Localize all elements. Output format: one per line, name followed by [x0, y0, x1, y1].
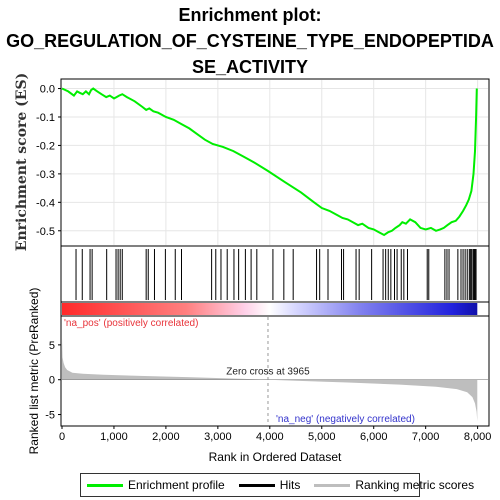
x-tick-label-2: 2,000 [152, 431, 180, 443]
hit-marks [75, 249, 477, 300]
x-tick-label-4: 4,000 [256, 431, 284, 443]
title-line-1: Enrichment plot: [178, 5, 322, 25]
es-ytick-label-5: -0.5 [36, 226, 55, 238]
enrichment-curve-group [61, 87, 478, 237]
es-ytick-label-2: -0.2 [36, 140, 55, 152]
es-ytick-label-1: -0.1 [36, 112, 55, 124]
negative-correlation-label: 'na_neg' (negatively correlated) [276, 414, 415, 425]
legend-swatch-hits [238, 483, 275, 487]
x-axis-title: Rank in Ordered Dataset [209, 450, 342, 464]
x-tick-label-8: 8,000 [464, 431, 492, 443]
rank-y-ticks: 5 0 -5 [45, 340, 61, 422]
legend-swatch-ranking [314, 483, 351, 487]
es-ytick-label-3: -0.3 [36, 169, 55, 181]
legend-item-ranking: Ranking metric scores [314, 478, 474, 492]
hits-panel-frame [60, 245, 490, 303]
legend-item-enrichment: Enrichment profile [87, 478, 225, 492]
title-line-3: SE_ACTIVITY [191, 57, 309, 77]
es-ytick-label-4: -0.4 [36, 197, 55, 209]
es-axis-title: Enrichment score (ES) [14, 73, 30, 251]
x-tick-label-6: 6,000 [360, 431, 388, 443]
zero-cross-label: Zero cross at 3965 [226, 367, 310, 378]
legend-label-ranking: Ranking metric scores [355, 478, 475, 492]
legend-item-hits: Hits [238, 478, 301, 492]
rank-ytick-label-2: -5 [45, 410, 55, 422]
rank-panel-frame [60, 315, 490, 427]
rank-ytick-label-1: 0 [49, 375, 55, 387]
x-tick-label-7: 7,000 [412, 431, 440, 443]
rank-axis-title: Ranked list metric (PreRanked) [27, 288, 41, 455]
positive-correlation-label: 'na_pos' (positively correlated) [64, 318, 198, 329]
ranking-area-group [62, 337, 488, 422]
title-line-2: GO_REGULATION_OF_CYSTEINE_TYPE_ENDOPEPTI… [6, 31, 494, 51]
es-gridlines [62, 80, 488, 245]
x-tick-label-1: 1,000 [100, 431, 128, 443]
es-ytick-label-0: 0.0 [40, 84, 55, 96]
ranking-color-strip [62, 303, 478, 315]
x-tick-label-0: 0 [59, 431, 65, 443]
es-panel-frame [60, 78, 490, 247]
x-tick-label-5: 5,000 [308, 431, 336, 443]
enrichment-curve [61, 87, 478, 237]
es-y-ticks: 0.0 -0.1 -0.2 -0.3 -0.4 -0.5 [36, 84, 61, 238]
legend: Enrichment profile Hits Ranking metric s… [80, 473, 474, 497]
chart-title: Enrichment plot: GO_REGULATION_OF_CYSTEI… [0, 2, 500, 80]
x-tick-label-3: 3,000 [204, 431, 232, 443]
legend-label-hits: Hits [279, 478, 301, 492]
rank-ytick-label-0: 5 [49, 340, 55, 352]
legend-label-enrichment: Enrichment profile [128, 478, 225, 492]
legend-swatch-enrichment [87, 483, 123, 487]
x-axis-ticks: 0 1,000 2,000 3,000 4,000 5,000 6,000 7,000 8,00… [59, 426, 491, 443]
